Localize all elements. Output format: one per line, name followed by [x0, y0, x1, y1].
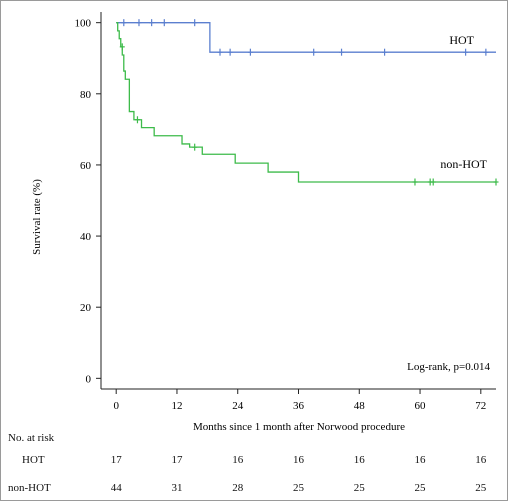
x-tick-label-72: 72	[475, 400, 486, 412]
logrank-annotation: Log-rank, p=0.014	[407, 361, 490, 373]
y-tick-label-20: 20	[80, 302, 92, 314]
y-tick-label-60: 60	[80, 160, 92, 172]
risk-cell: 16	[353, 454, 365, 466]
risk-table-title: No. at risk	[8, 432, 55, 444]
x-tick-label-12: 12	[171, 400, 182, 412]
risk-cell: 16	[293, 454, 304, 466]
y-tick-label-100: 100	[75, 18, 92, 30]
risk-cell: 17	[110, 454, 122, 466]
risk-cell: 16	[232, 454, 244, 466]
risk-cell: 16	[414, 454, 426, 466]
x-tick-label-60: 60	[415, 400, 427, 412]
x-tick-label-36: 36	[293, 400, 305, 412]
risk-cell: 31	[171, 482, 183, 494]
curve-hot	[116, 22, 496, 53]
risk-row-label-hot: HOT	[22, 454, 45, 466]
series-label-hot: HOT	[449, 33, 474, 47]
risk-cell: 16	[475, 454, 487, 466]
x-tick-label-24: 24	[232, 400, 244, 412]
risk-cell: 28	[232, 482, 244, 494]
risk-row-label-non-hot: non-HOT	[8, 482, 51, 494]
y-axis-label: Survival rate (%)	[31, 179, 43, 255]
x-axis-label: Months since 1 month after Norwood proce…	[193, 421, 405, 433]
y-tick-label-0: 0	[86, 373, 92, 385]
curve-non-hot	[116, 22, 496, 183]
risk-cell: 25	[293, 482, 304, 494]
risk-cell: 25	[353, 482, 365, 494]
risk-cell: 25	[414, 482, 426, 494]
x-tick-label-0: 0	[113, 400, 119, 412]
risk-cell: 17	[171, 454, 183, 466]
series-label-non-hot: non-HOT	[440, 157, 487, 171]
y-tick-label-40: 40	[80, 231, 92, 243]
risk-cell: 25	[475, 482, 487, 494]
x-tick-label-48: 48	[354, 400, 366, 412]
risk-cell: 44	[110, 482, 122, 494]
y-tick-label-80: 80	[80, 89, 92, 101]
